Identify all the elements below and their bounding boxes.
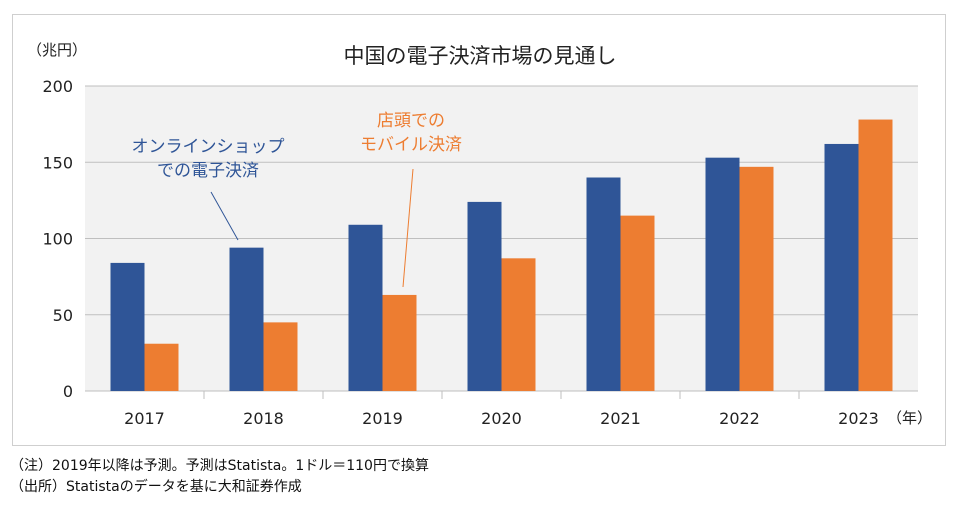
x-tick-label: 2020 bbox=[481, 409, 522, 428]
y-tick-label: 100 bbox=[42, 230, 73, 249]
chart-frame: 中国の電子決済市場の見通し （兆円） （年） 0 50 100 150 200 2017 2… bbox=[12, 14, 946, 446]
bar-mobile bbox=[501, 258, 536, 391]
bar-mobile bbox=[739, 166, 774, 391]
annotation-mobile-line: 店頭での bbox=[377, 111, 445, 131]
y-tick-label: 0 bbox=[63, 382, 73, 401]
bar-online bbox=[586, 177, 621, 391]
x-tick-label: 2017 bbox=[124, 409, 165, 428]
x-tick-label: 2021 bbox=[600, 409, 641, 428]
bar-mobile bbox=[620, 215, 655, 391]
annotation-online-line: オンラインショップ bbox=[132, 137, 285, 157]
x-axis-unit-label: （年） bbox=[887, 409, 932, 427]
bar-mobile bbox=[858, 119, 893, 392]
footnotes: （注）2019年以降は予測。予測はStatista。1ドル＝110円で換算 （出… bbox=[10, 456, 429, 498]
bar-online bbox=[229, 247, 264, 391]
bar-mobile bbox=[382, 294, 417, 391]
x-tick-label: 2019 bbox=[362, 409, 403, 428]
y-tick-label: 200 bbox=[42, 77, 73, 96]
bar-online bbox=[824, 143, 859, 391]
bar-chart: 中国の電子決済市場の見通し （兆円） （年） 0 50 100 150 200 2017 2… bbox=[27, 41, 932, 428]
y-tick-label: 50 bbox=[53, 306, 73, 325]
annotation-mobile-leader bbox=[402, 168, 414, 288]
footnote-note: （注）2019年以降は予測。予測はStatista。1ドル＝110円で換算 bbox=[10, 458, 429, 474]
annotation-online-leader bbox=[210, 191, 239, 241]
chart-title: 中国の電子決済市場の見通し bbox=[344, 44, 617, 68]
bar-online bbox=[467, 201, 502, 391]
bar-mobile bbox=[263, 322, 298, 391]
y-axis-unit-label: （兆円） bbox=[27, 41, 87, 59]
bar-online bbox=[348, 224, 383, 391]
x-tick-label: 2018 bbox=[243, 409, 284, 428]
y-tick-label: 150 bbox=[42, 153, 73, 172]
footnote-source: （出所）Statistaのデータを基に大和証券作成 bbox=[10, 479, 302, 495]
x-tick-label: 2022 bbox=[719, 409, 760, 428]
bar-mobile bbox=[144, 343, 179, 391]
bar-online bbox=[110, 262, 145, 391]
x-tick-label: 2023 bbox=[838, 409, 879, 428]
annotation-online-line: での電子決済 bbox=[157, 161, 259, 181]
annotation-mobile-line: モバイル決済 bbox=[360, 135, 462, 155]
bar-online bbox=[705, 157, 740, 391]
